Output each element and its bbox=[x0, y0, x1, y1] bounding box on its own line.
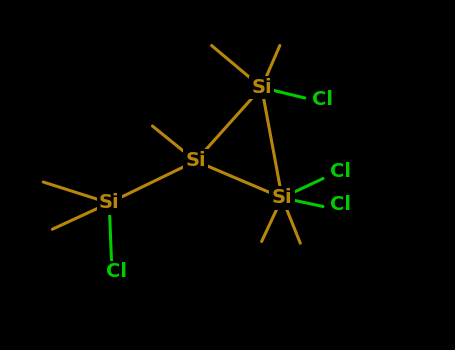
Text: Cl: Cl bbox=[330, 162, 351, 181]
Text: Cl: Cl bbox=[330, 195, 351, 214]
Text: Si: Si bbox=[99, 194, 120, 212]
Text: Si: Si bbox=[185, 152, 206, 170]
Text: Cl: Cl bbox=[106, 262, 126, 281]
Text: Si: Si bbox=[251, 78, 272, 97]
Text: Si: Si bbox=[272, 188, 293, 207]
Text: Cl: Cl bbox=[312, 90, 333, 109]
